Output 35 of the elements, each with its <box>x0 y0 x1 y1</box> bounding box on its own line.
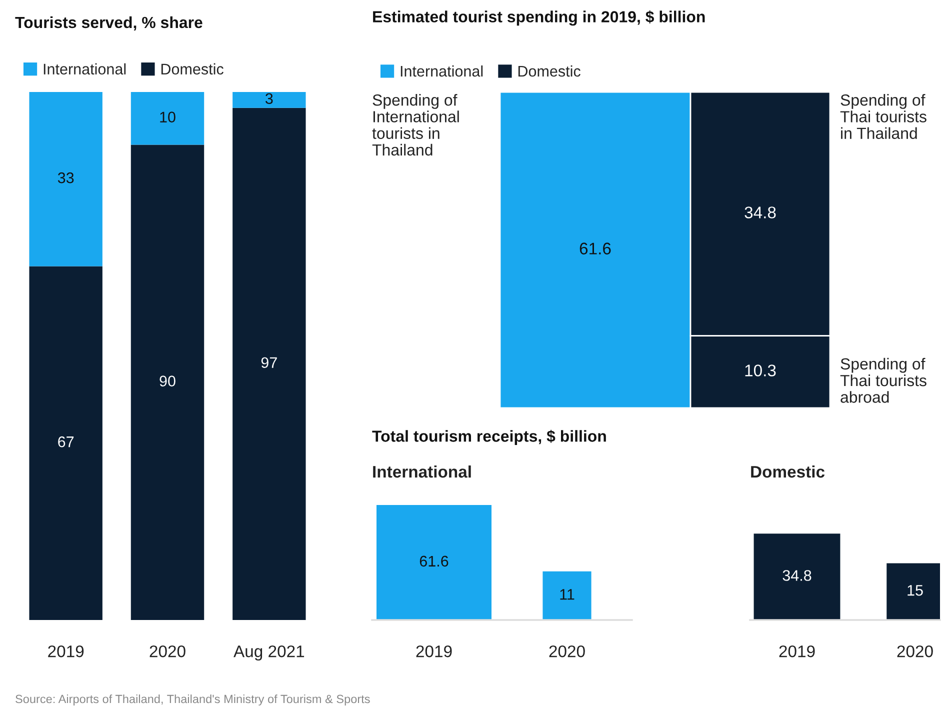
legend-label: Domestic <box>518 65 580 77</box>
data-label: 67 <box>58 436 74 448</box>
x-tick-label: 2019 <box>48 645 84 658</box>
bar <box>130 144 204 620</box>
category-label: Spending of Thai tourists in Thailand <box>840 94 926 139</box>
data-label: 15 <box>908 585 923 596</box>
bar <box>29 92 102 266</box>
bar <box>232 92 306 108</box>
legend-label: Domestic <box>161 63 224 75</box>
category-label: Spending of Thai tourists abroad <box>840 358 926 403</box>
data-label: 61.6 <box>420 556 448 567</box>
data-label: 34.8 <box>744 206 776 218</box>
data-label: 34.8 <box>782 570 812 581</box>
data-label: 10.3 <box>745 364 776 376</box>
text: Estimated tourist spending in 2019, $ billion <box>373 10 705 26</box>
data-label: 10 <box>160 112 176 122</box>
bar <box>130 92 204 145</box>
data-label: 33 <box>58 172 74 184</box>
legend-label: International <box>44 63 126 75</box>
legend-label: International <box>400 65 483 77</box>
bar <box>232 108 306 620</box>
text: Total tourism receipts, $ billion <box>372 430 606 445</box>
chart-title: Tourists served, % share <box>15 16 202 30</box>
x-tick-label: 2020 <box>150 645 186 658</box>
source-note: Source: Airports of Thailand, Thailand's Ministry of Tourism & Sports <box>16 694 370 706</box>
data-label: 90 <box>160 376 176 386</box>
data-label: 11 <box>560 589 574 600</box>
bar <box>29 266 102 620</box>
text: Domestic <box>751 465 825 478</box>
text: International <box>373 465 471 478</box>
x-tick-label: Aug 2021 <box>234 645 304 661</box>
data-label: 3 <box>266 93 273 104</box>
data-label: 97 <box>261 357 277 368</box>
data-label: 61.6 <box>580 242 611 254</box>
category-label: Spending of International tourists in Thailand <box>372 94 459 156</box>
